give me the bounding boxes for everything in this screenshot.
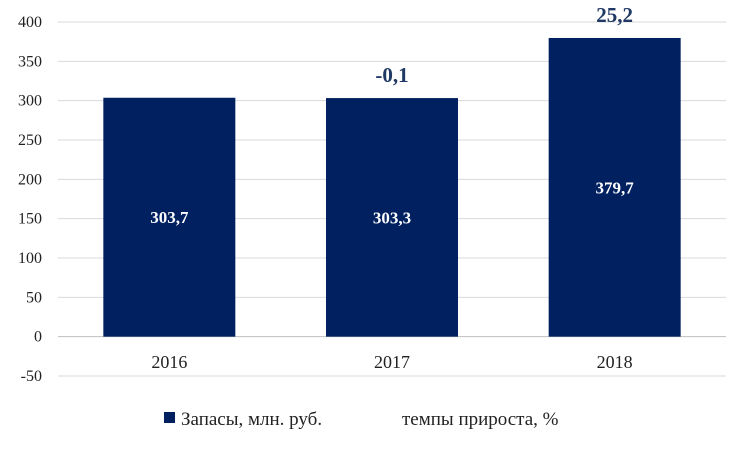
x-axis-ticks: 2016 2017 2018 — [151, 352, 632, 372]
y-tick-label: -50 — [21, 368, 42, 385]
bar-value-label: 379,7 — [596, 178, 635, 197]
y-tick-label: 400 — [18, 14, 42, 31]
y-tick-label: 50 — [26, 289, 42, 306]
y-tick-label: 300 — [18, 93, 42, 110]
x-tick-label: 2018 — [597, 352, 633, 372]
legend: Запасы, млн. руб. темпы прироста, % — [164, 409, 559, 430]
bars: 303,7 303,3 -0,1 379,7 25,2 — [103, 3, 681, 337]
x-tick-label: 2016 — [151, 352, 187, 372]
y-tick-label: 350 — [18, 53, 42, 70]
bar-2017 — [326, 98, 458, 337]
y-tick-label: 100 — [18, 250, 42, 267]
y-tick-label: 250 — [18, 132, 42, 149]
growth-rate-label: -0,1 — [375, 63, 408, 87]
bar-2016 — [103, 97, 236, 337]
legend-label-inventory: Запасы, млн. руб. — [181, 409, 322, 430]
y-tick-label: 150 — [18, 211, 42, 228]
legend-label-growth: темпы прироста, % — [402, 409, 559, 430]
bar-2018 — [548, 37, 681, 337]
x-tick-label: 2017 — [374, 352, 410, 372]
bar-value-label: 303,3 — [373, 208, 411, 227]
y-axis-ticks: -50 0 50 100 150 200 250 300 350 400 — [18, 14, 42, 385]
legend-swatch-inventory — [164, 412, 175, 423]
bar-value-label: 303,7 — [150, 208, 189, 227]
y-tick-label: 0 — [34, 329, 42, 346]
growth-rate-label: 25,2 — [596, 3, 633, 27]
y-tick-label: 200 — [18, 171, 42, 188]
